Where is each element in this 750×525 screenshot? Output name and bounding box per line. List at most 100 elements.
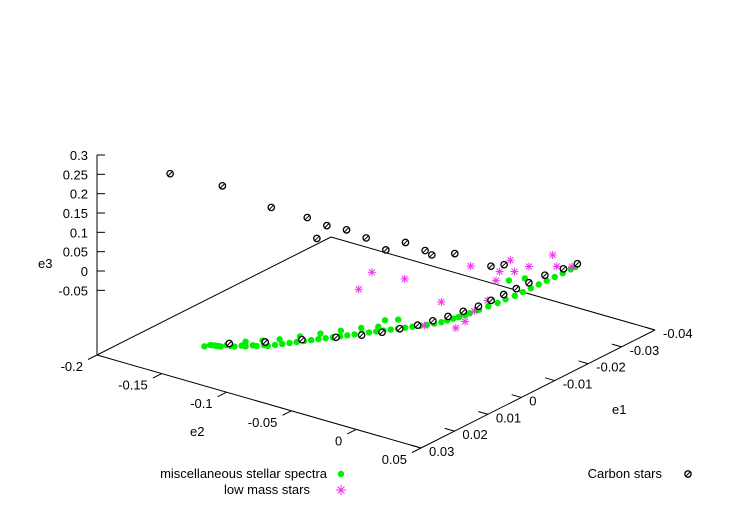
e3-tick-label: 0.1	[70, 225, 88, 240]
legend: miscellaneous stellar spectra low mass s…	[160, 466, 692, 497]
point-carbon	[487, 262, 495, 271]
point-carbon	[342, 225, 351, 234]
point-misc	[387, 326, 394, 333]
point-carbon	[525, 278, 533, 287]
legend-label-misc: miscellaneous stellar spectra	[160, 466, 328, 481]
frame-front-left-edge	[96, 354, 422, 449]
e2-tick-label: -0.1	[190, 396, 212, 411]
e1-tick-label: 0	[529, 393, 536, 408]
e3-tick-label: 0.15	[63, 206, 88, 221]
point-carbon	[378, 328, 386, 337]
e1-tick-label: 0.03	[429, 444, 454, 459]
point-misc	[365, 329, 373, 336]
point-low-mass	[461, 317, 470, 326]
point-carbon	[444, 312, 452, 321]
point-low-mass	[451, 323, 460, 332]
point-carbon	[413, 321, 422, 329]
e1-tick-mark	[511, 394, 522, 398]
point-carbon	[357, 331, 366, 340]
point-misc	[242, 338, 249, 345]
point-carbon	[421, 246, 429, 255]
point-carbon	[332, 333, 340, 342]
point-misc	[271, 341, 279, 349]
e1-tick-label: -0.03	[630, 343, 660, 358]
point-misc	[505, 277, 513, 284]
point-misc	[249, 342, 256, 349]
point-misc	[455, 313, 462, 321]
point-low-mass	[552, 262, 561, 271]
e3-tick-label: 0	[81, 264, 88, 279]
point-carbon	[450, 249, 459, 258]
frame-front-right-edge	[420, 329, 656, 449]
e2-axis: -0.2 -0.15 -0.1 -0.05 0 0.05	[61, 354, 422, 467]
e3-axis: -0.05 0 0.05 0.1 0.15 0.2 0.25 0.3	[58, 148, 105, 298]
point-misc	[201, 343, 208, 350]
point-low-mass	[495, 267, 504, 276]
e2-tick-mark	[87, 354, 98, 360]
e1-tick-mark	[411, 444, 422, 449]
point-misc	[351, 331, 358, 338]
point-low-mass	[510, 267, 519, 276]
point-carbon	[381, 246, 390, 254]
legend-marker-low-mass	[336, 485, 346, 495]
point-misc	[485, 303, 492, 310]
point-carbon	[474, 302, 483, 311]
point-carbon	[313, 234, 321, 243]
legend-label-low-mass: low mass stars	[224, 482, 310, 497]
e1-tick-label: -0.01	[563, 377, 593, 392]
e1-tick-label: 0.02	[462, 427, 487, 442]
point-misc	[307, 336, 315, 344]
e2-tick-label: -0.2	[61, 359, 83, 374]
point-carbon	[298, 335, 306, 344]
legend-marker-misc	[337, 470, 345, 478]
e2-tick-mark	[217, 391, 227, 398]
e2-tick-mark	[411, 447, 422, 453]
point-misc	[494, 299, 501, 307]
point-low-mass	[466, 262, 475, 271]
point-carbon	[395, 324, 404, 333]
point-misc	[238, 342, 245, 349]
point-carbon	[512, 284, 521, 293]
point-misc	[286, 339, 293, 347]
point-carbon	[427, 251, 436, 259]
point-low-mass	[400, 274, 409, 283]
e1-axis: -0.04-0.03 -0.02-0.01 0 0.01 0.02 0.03	[411, 326, 693, 459]
point-misc	[438, 318, 445, 326]
point-low-mass	[491, 276, 500, 285]
e1-tick-label: 0.01	[496, 410, 521, 425]
point-low-mass	[437, 298, 446, 307]
e2-tick-mark	[282, 410, 292, 416]
point-misc	[394, 316, 402, 323]
e1-tick-mark	[544, 377, 555, 382]
e2-tick-label: -0.05	[248, 415, 278, 430]
point-misc	[375, 323, 382, 330]
point-misc	[315, 335, 322, 343]
e1-tick-mark	[611, 343, 622, 348]
point-carbon	[362, 234, 371, 242]
e1-tick-label: -0.04	[663, 326, 693, 341]
frame-back-left-edge	[96, 236, 332, 356]
e2-axis-label: e2	[190, 424, 204, 439]
point-misc	[358, 324, 365, 332]
point-carbon	[166, 169, 174, 178]
e3-tick-label: 0.2	[70, 187, 88, 202]
point-misc	[381, 317, 389, 324]
e2-tick-mark	[152, 373, 163, 379]
e1-tick-mark	[444, 427, 455, 432]
point-carbon	[323, 221, 331, 230]
e3-axis-label: e3	[38, 256, 52, 271]
point-low-mass	[367, 268, 376, 277]
point-misc	[344, 332, 351, 339]
point-carbon	[500, 260, 508, 269]
point-misc	[551, 273, 558, 281]
point-carbon	[541, 271, 549, 280]
e1-tick-mark	[645, 326, 656, 331]
point-carbon	[401, 238, 410, 247]
point-misc	[276, 336, 283, 343]
point-carbon	[499, 290, 508, 299]
point-low-mass	[420, 321, 429, 330]
e1-tick-mark	[578, 360, 589, 365]
e1-tick-label: -0.02	[596, 360, 626, 375]
point-misc	[207, 341, 214, 349]
